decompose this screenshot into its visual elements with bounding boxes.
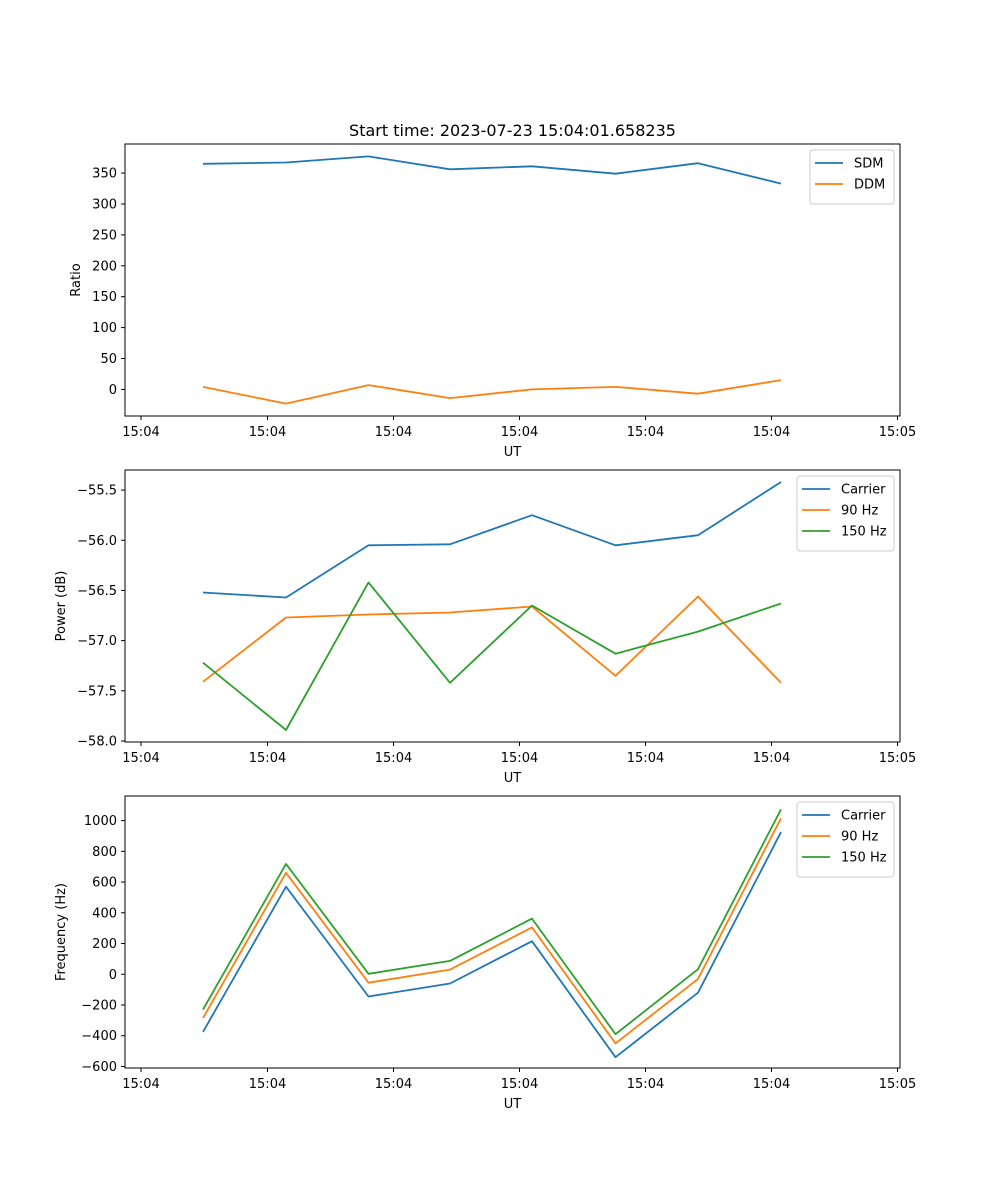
- power-legend-label-carrier: Carrier: [841, 483, 886, 498]
- ratio-series-ddm: [202, 379, 782, 405]
- frequency-x-axis-label: UT: [504, 1097, 522, 1112]
- frequency-legend-frame: [796, 801, 895, 878]
- ratio-x-tick-label: 15:04: [375, 425, 412, 440]
- ratio-y-tick-label: 150: [92, 290, 117, 305]
- power-legend: Carrier 90 Hz 150 Hz: [796, 475, 895, 552]
- power-y-tick-label: −55.5: [77, 484, 117, 499]
- power-series-carrier: [202, 481, 782, 599]
- ratio-x-tick-label: 15:04: [122, 425, 159, 440]
- frequency-x-tick-label: 15:04: [375, 1077, 412, 1092]
- power-y-tick-label: −56.5: [77, 584, 117, 599]
- power-series-90-hz: [202, 595, 782, 684]
- frequency-series-150-hz: [202, 808, 782, 1036]
- ratio-x-tick-label: 15:04: [501, 425, 538, 440]
- frequency-x-tick-label: 15:04: [249, 1077, 286, 1092]
- frequency-legend: Carrier 90 Hz 150 Hz: [796, 801, 895, 878]
- ratio-y-tick-label: 200: [92, 259, 117, 274]
- frequency-x-tick-label: 15:04: [501, 1077, 538, 1092]
- ratio-y-tick-label: 350: [92, 167, 117, 182]
- frequency-axes-frame: [124, 795, 901, 1069]
- ratio-y-tick-label: 50: [100, 352, 117, 367]
- frequency-y-tick-label: 200: [92, 937, 117, 952]
- power-y-tick-label: −57.5: [77, 684, 117, 699]
- ratio-y-tick-label: 250: [92, 228, 117, 243]
- ratio-series-sdm: [202, 155, 782, 185]
- ratio-x-tick-label: 15:04: [627, 425, 664, 440]
- frequency-x-tick-label: 15:04: [753, 1077, 790, 1092]
- ratio-legend-label-ddm: DDM: [854, 178, 885, 193]
- subplot-frequency: 15:04 15:04 15:04 15:04 15:04 15:04 15:05 −600 −…: [54, 795, 916, 1112]
- frequency-y-tick-label: 1000: [84, 814, 117, 829]
- power-x-axis-label: UT: [504, 771, 522, 786]
- frequency-y-tick-label: −200: [81, 998, 117, 1013]
- frequency-y-tick-label: 600: [92, 876, 117, 891]
- frequency-y-tick-label: 0: [109, 968, 117, 983]
- power-legend-frame: [796, 475, 895, 552]
- ratio-y-tick-label: 100: [92, 321, 117, 336]
- ratio-axes-frame: [124, 143, 901, 417]
- power-legend-label-150-hz: 150 Hz: [841, 525, 887, 540]
- ratio-x-tick-label: 15:04: [753, 425, 790, 440]
- power-axes-frame: [124, 469, 901, 743]
- subplot-ratio: 15:04 15:04 15:04 15:04 15:04 15:04 15:05 0 50 10…: [69, 143, 916, 460]
- frequency-series-90-hz: [202, 817, 782, 1045]
- power-x-tick-label: 15:04: [122, 751, 159, 766]
- power-x-tick-label: 15:04: [375, 751, 412, 766]
- frequency-legend-label-90-hz: 90 Hz: [841, 830, 878, 845]
- frequency-y-tick-label: 400: [92, 906, 117, 921]
- frequency-legend-label-carrier: Carrier: [841, 809, 886, 824]
- power-series-150-hz: [202, 581, 782, 731]
- power-y-tick-label: −56.0: [77, 534, 117, 549]
- frequency-x-tick-label: 15:05: [879, 1077, 916, 1092]
- power-x-tick-label: 15:04: [249, 751, 286, 766]
- frequency-x-tick-label: 15:04: [627, 1077, 664, 1092]
- frequency-y-tick-label: 800: [92, 845, 117, 860]
- ratio-x-tick-label: 15:05: [879, 425, 916, 440]
- frequency-series-carrier: [202, 831, 782, 1059]
- ratio-y-tick-label: 0: [109, 383, 117, 398]
- power-x-tick-label: 15:04: [501, 751, 538, 766]
- ratio-x-axis-label: UT: [504, 445, 522, 460]
- frequency-legend-label-150-hz: 150 Hz: [841, 851, 887, 866]
- subplot-power: 15:04 15:04 15:04 15:04 15:04 15:04 15:05 −58.0…: [54, 469, 916, 786]
- frequency-x-tick-label: 15:04: [122, 1077, 159, 1092]
- frequency-y-tick-label: −400: [81, 1029, 117, 1044]
- power-x-tick-label: 15:04: [627, 751, 664, 766]
- power-x-tick-label: 15:04: [753, 751, 790, 766]
- power-y-axis-label: Power (dB): [54, 571, 69, 642]
- ratio-legend: SDM DDM: [809, 149, 895, 205]
- power-y-tick-label: −57.0: [77, 634, 117, 649]
- ratio-legend-label-sdm: SDM: [854, 157, 883, 172]
- frequency-y-tick-label: −600: [81, 1060, 117, 1075]
- chart-title: Start time: 2023-07-23 15:04:01.658235: [349, 121, 676, 140]
- power-x-tick-label: 15:05: [879, 751, 916, 766]
- frequency-y-axis-label: Frequency (Hz): [54, 883, 69, 981]
- ratio-y-axis-label: Ratio: [69, 263, 84, 296]
- power-legend-label-90-hz: 90 Hz: [841, 504, 878, 519]
- ratio-x-tick-label: 15:04: [249, 425, 286, 440]
- power-y-tick-label: −58.0: [77, 734, 117, 749]
- ratio-y-tick-label: 300: [92, 197, 117, 212]
